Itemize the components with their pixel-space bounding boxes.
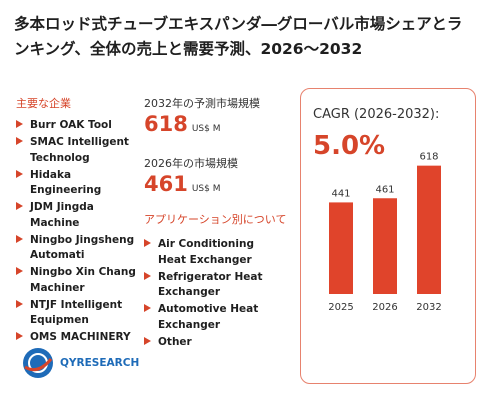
market-unit: US$ M [191, 184, 221, 194]
application-item: Other [144, 335, 284, 351]
company-item: Hidaka Engineering [16, 168, 140, 199]
application-item: Air Conditioning Heat Exchanger [144, 237, 284, 268]
page-title: 多本ロッド式チューブエキスパンダ―グローバル市場シェアとランキング、全体の売上と… [14, 15, 463, 58]
application-item-label: Other [158, 335, 192, 348]
forecast-number: 618 [144, 112, 188, 136]
market-heading: 2026年の市場規模 [144, 157, 238, 170]
forecast-unit: US$ M [191, 124, 221, 134]
market-value: 461 US$ M [144, 172, 221, 196]
bullet-arrow-icon [16, 169, 23, 178]
company-item-label: OMS MACHINERY [30, 331, 131, 343]
bullet-arrow-icon [144, 336, 151, 345]
bullet-arrow-icon [144, 239, 151, 247]
application-item-label: Refrigerator Heat Exchanger [158, 270, 263, 299]
bar-2032 [417, 165, 441, 294]
category-label: 2026 [372, 302, 397, 313]
company-item-label: Ningbo Xin Chang Machiner [30, 266, 136, 294]
bar-2025 [329, 202, 353, 294]
bar-value-label: 441 [331, 188, 350, 199]
cagr-panel: CAGR (2026-2032): 5.0% 441 2025 461 2026 618… [300, 88, 476, 384]
bar-2026 [373, 198, 397, 294]
bar-chart: 441 2025 461 2026 618 2032 [328, 152, 441, 313]
bullet-arrow-icon [144, 271, 151, 280]
company-item-label: Burr OAK Tool [30, 119, 112, 131]
qyresearch-logo: QYRESEARCH [20, 345, 139, 381]
cagr-label: CAGR (2026-2032): [313, 107, 440, 122]
bullet-arrow-icon [144, 304, 151, 312]
bullet-arrow-icon [16, 202, 23, 210]
bullet-arrow-icon [16, 234, 23, 243]
bullet-arrow-icon [16, 299, 23, 308]
bullet-arrow-icon [16, 137, 23, 145]
category-label: 2032 [416, 302, 441, 313]
application-item: Refrigerator Heat Exchanger [144, 270, 284, 301]
company-item: OMS MACHINERY [16, 330, 140, 346]
company-item-label: Ningbo Jingsheng Automati [30, 233, 135, 262]
category-label: 2025 [328, 302, 353, 313]
application-list: Air Conditioning Heat Exchanger Refrigera… [144, 237, 284, 352]
company-item-label: SMAC Intelligent Technolog [30, 136, 129, 164]
bar-value-label: 461 [375, 184, 394, 195]
company-item: JDM Jingda Machine [16, 200, 140, 231]
bullet-arrow-icon [16, 120, 23, 128]
bar-value-label: 618 [419, 152, 438, 163]
company-item: Burr OAK Tool [16, 118, 140, 134]
application-item-label: Air Conditioning Heat Exchanger [158, 238, 254, 266]
forecast-value: 618 US$ M [144, 112, 221, 136]
company-item-label: NTJF Intelligent Equipmen [30, 298, 123, 327]
application-item: Automotive Heat Exchanger [144, 302, 284, 333]
company-item-label: JDM Jingda Machine [30, 201, 94, 229]
applications-heading: アプリケーション別について [144, 213, 287, 226]
application-item-label: Automotive Heat Exchanger [158, 303, 259, 331]
bullet-arrow-icon [16, 332, 23, 340]
company-item: Ningbo Jingsheng Automati [16, 233, 140, 264]
company-item-label: Hidaka Engineering [30, 168, 102, 197]
companies-heading: 主要な企業 [16, 97, 71, 110]
company-item: SMAC Intelligent Technolog [16, 135, 140, 166]
cagr-value: 5.0% [313, 131, 386, 161]
company-list: Burr OAK Tool SMAC Intelligent Technolog H… [16, 118, 140, 347]
market-number: 461 [144, 172, 188, 196]
company-item: NTJF Intelligent Equipmen [16, 298, 140, 329]
logo-text: QYRESEARCH [60, 357, 139, 369]
forecast-heading: 2032年の予測市場規模 [144, 97, 260, 110]
bullet-arrow-icon [16, 267, 23, 275]
company-item: Ningbo Xin Chang Machiner [16, 265, 140, 296]
globe-icon [23, 348, 53, 378]
logo-text-main: QYRESEARCH [60, 357, 140, 369]
